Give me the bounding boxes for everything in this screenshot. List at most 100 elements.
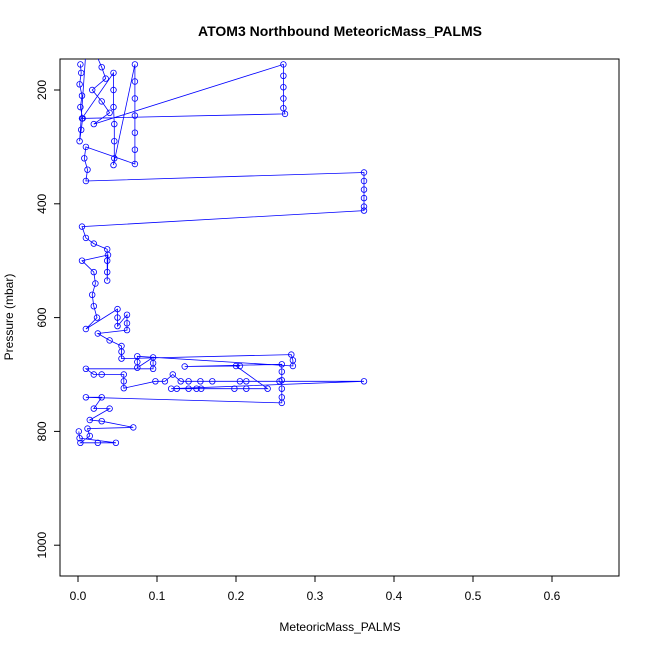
data-point bbox=[114, 322, 121, 330]
data-point bbox=[232, 362, 240, 370]
data-point bbox=[83, 28, 89, 34]
data-point bbox=[118, 348, 125, 355]
data-point bbox=[77, 439, 84, 446]
data-point bbox=[82, 394, 90, 401]
data-point bbox=[280, 95, 287, 102]
data-point bbox=[104, 251, 112, 259]
data-point bbox=[94, 330, 101, 337]
x-tick-label: 0.5 bbox=[465, 589, 482, 603]
data-point bbox=[77, 126, 85, 133]
data-point bbox=[288, 351, 295, 358]
x-tick-label: 0.0 bbox=[70, 589, 87, 603]
data-point bbox=[278, 385, 285, 392]
data-point bbox=[280, 104, 287, 112]
data-point bbox=[181, 363, 188, 370]
data-point bbox=[88, 86, 96, 94]
y-tick-label: 600 bbox=[35, 307, 49, 327]
data-point bbox=[90, 268, 97, 276]
data-point bbox=[209, 378, 216, 385]
data-point bbox=[76, 137, 83, 145]
data-point bbox=[110, 103, 117, 111]
data-point bbox=[82, 234, 90, 242]
data-point bbox=[110, 161, 117, 169]
data-point bbox=[130, 424, 137, 431]
x-axis-label: MeteoricMass_PALMS bbox=[279, 620, 400, 634]
data-point bbox=[197, 385, 205, 392]
y-axis-label: Pressure (mbar) bbox=[2, 274, 16, 361]
data-point bbox=[85, 26, 91, 32]
data-point bbox=[84, 166, 91, 173]
y-tick-label: 800 bbox=[35, 421, 49, 441]
data-point bbox=[131, 160, 139, 168]
data-point bbox=[106, 405, 113, 412]
data-point bbox=[149, 365, 157, 372]
y-tick-label: 200 bbox=[35, 80, 49, 100]
x-tick-label: 0.3 bbox=[307, 589, 324, 603]
data-point bbox=[77, 103, 84, 111]
data-point bbox=[88, 291, 96, 298]
data-point bbox=[118, 355, 125, 362]
data-point bbox=[243, 378, 250, 385]
data-point bbox=[131, 61, 139, 68]
data-point bbox=[94, 439, 101, 446]
chart-title: ATOM3 Northbound MeteoricMass_PALMS bbox=[198, 23, 482, 39]
data-point bbox=[77, 61, 84, 68]
data-point bbox=[161, 378, 169, 385]
data-point bbox=[360, 177, 368, 185]
data-point bbox=[111, 137, 118, 145]
x-tick-label: 0.1 bbox=[149, 589, 166, 603]
data-point bbox=[131, 129, 139, 136]
data-point bbox=[185, 385, 192, 392]
x-tick-label: 0.6 bbox=[544, 589, 561, 603]
data-point bbox=[103, 277, 111, 284]
data-point bbox=[360, 186, 368, 193]
x-tick-label: 0.2 bbox=[228, 589, 245, 603]
data-point bbox=[197, 378, 204, 385]
data-point bbox=[102, 75, 109, 82]
data-point bbox=[98, 418, 105, 425]
data-point bbox=[360, 203, 368, 210]
data-point bbox=[243, 385, 250, 392]
plot-frame bbox=[59, 58, 620, 577]
data-point bbox=[131, 95, 139, 102]
data-point bbox=[236, 378, 244, 385]
data-point bbox=[152, 378, 159, 385]
data-point bbox=[98, 98, 105, 105]
data-point bbox=[98, 394, 105, 401]
data-point bbox=[77, 69, 85, 77]
data-point bbox=[76, 81, 83, 88]
data-point bbox=[185, 378, 192, 385]
data-point bbox=[84, 425, 91, 432]
data-point bbox=[193, 385, 200, 392]
data-point bbox=[134, 364, 141, 371]
data-point bbox=[173, 385, 180, 392]
data-point bbox=[360, 207, 368, 214]
data-point bbox=[123, 326, 131, 334]
data-point bbox=[281, 110, 289, 118]
x-axis: 0.0 0.1 0.2 0.3 0.4 0.5 0.6 bbox=[70, 575, 561, 603]
data-point bbox=[82, 325, 90, 333]
data-point bbox=[78, 223, 86, 230]
data-point bbox=[82, 143, 90, 151]
data-point bbox=[278, 399, 285, 407]
data-point bbox=[278, 361, 285, 368]
x-tick-label: 0.4 bbox=[386, 589, 403, 603]
data-point bbox=[177, 378, 184, 385]
data-point bbox=[360, 378, 368, 385]
data-point bbox=[106, 109, 113, 116]
data-point bbox=[110, 86, 117, 94]
data-point bbox=[111, 120, 118, 128]
data-point bbox=[131, 146, 139, 153]
data-point bbox=[111, 155, 118, 162]
data-point bbox=[82, 365, 90, 372]
data-point bbox=[264, 385, 271, 392]
data-point bbox=[120, 378, 127, 385]
data-point bbox=[90, 303, 97, 310]
data-point bbox=[169, 371, 176, 378]
data-point bbox=[289, 362, 297, 370]
data-point bbox=[120, 385, 127, 392]
data-point bbox=[280, 83, 287, 91]
data-point bbox=[90, 405, 97, 412]
data-point bbox=[360, 169, 368, 176]
